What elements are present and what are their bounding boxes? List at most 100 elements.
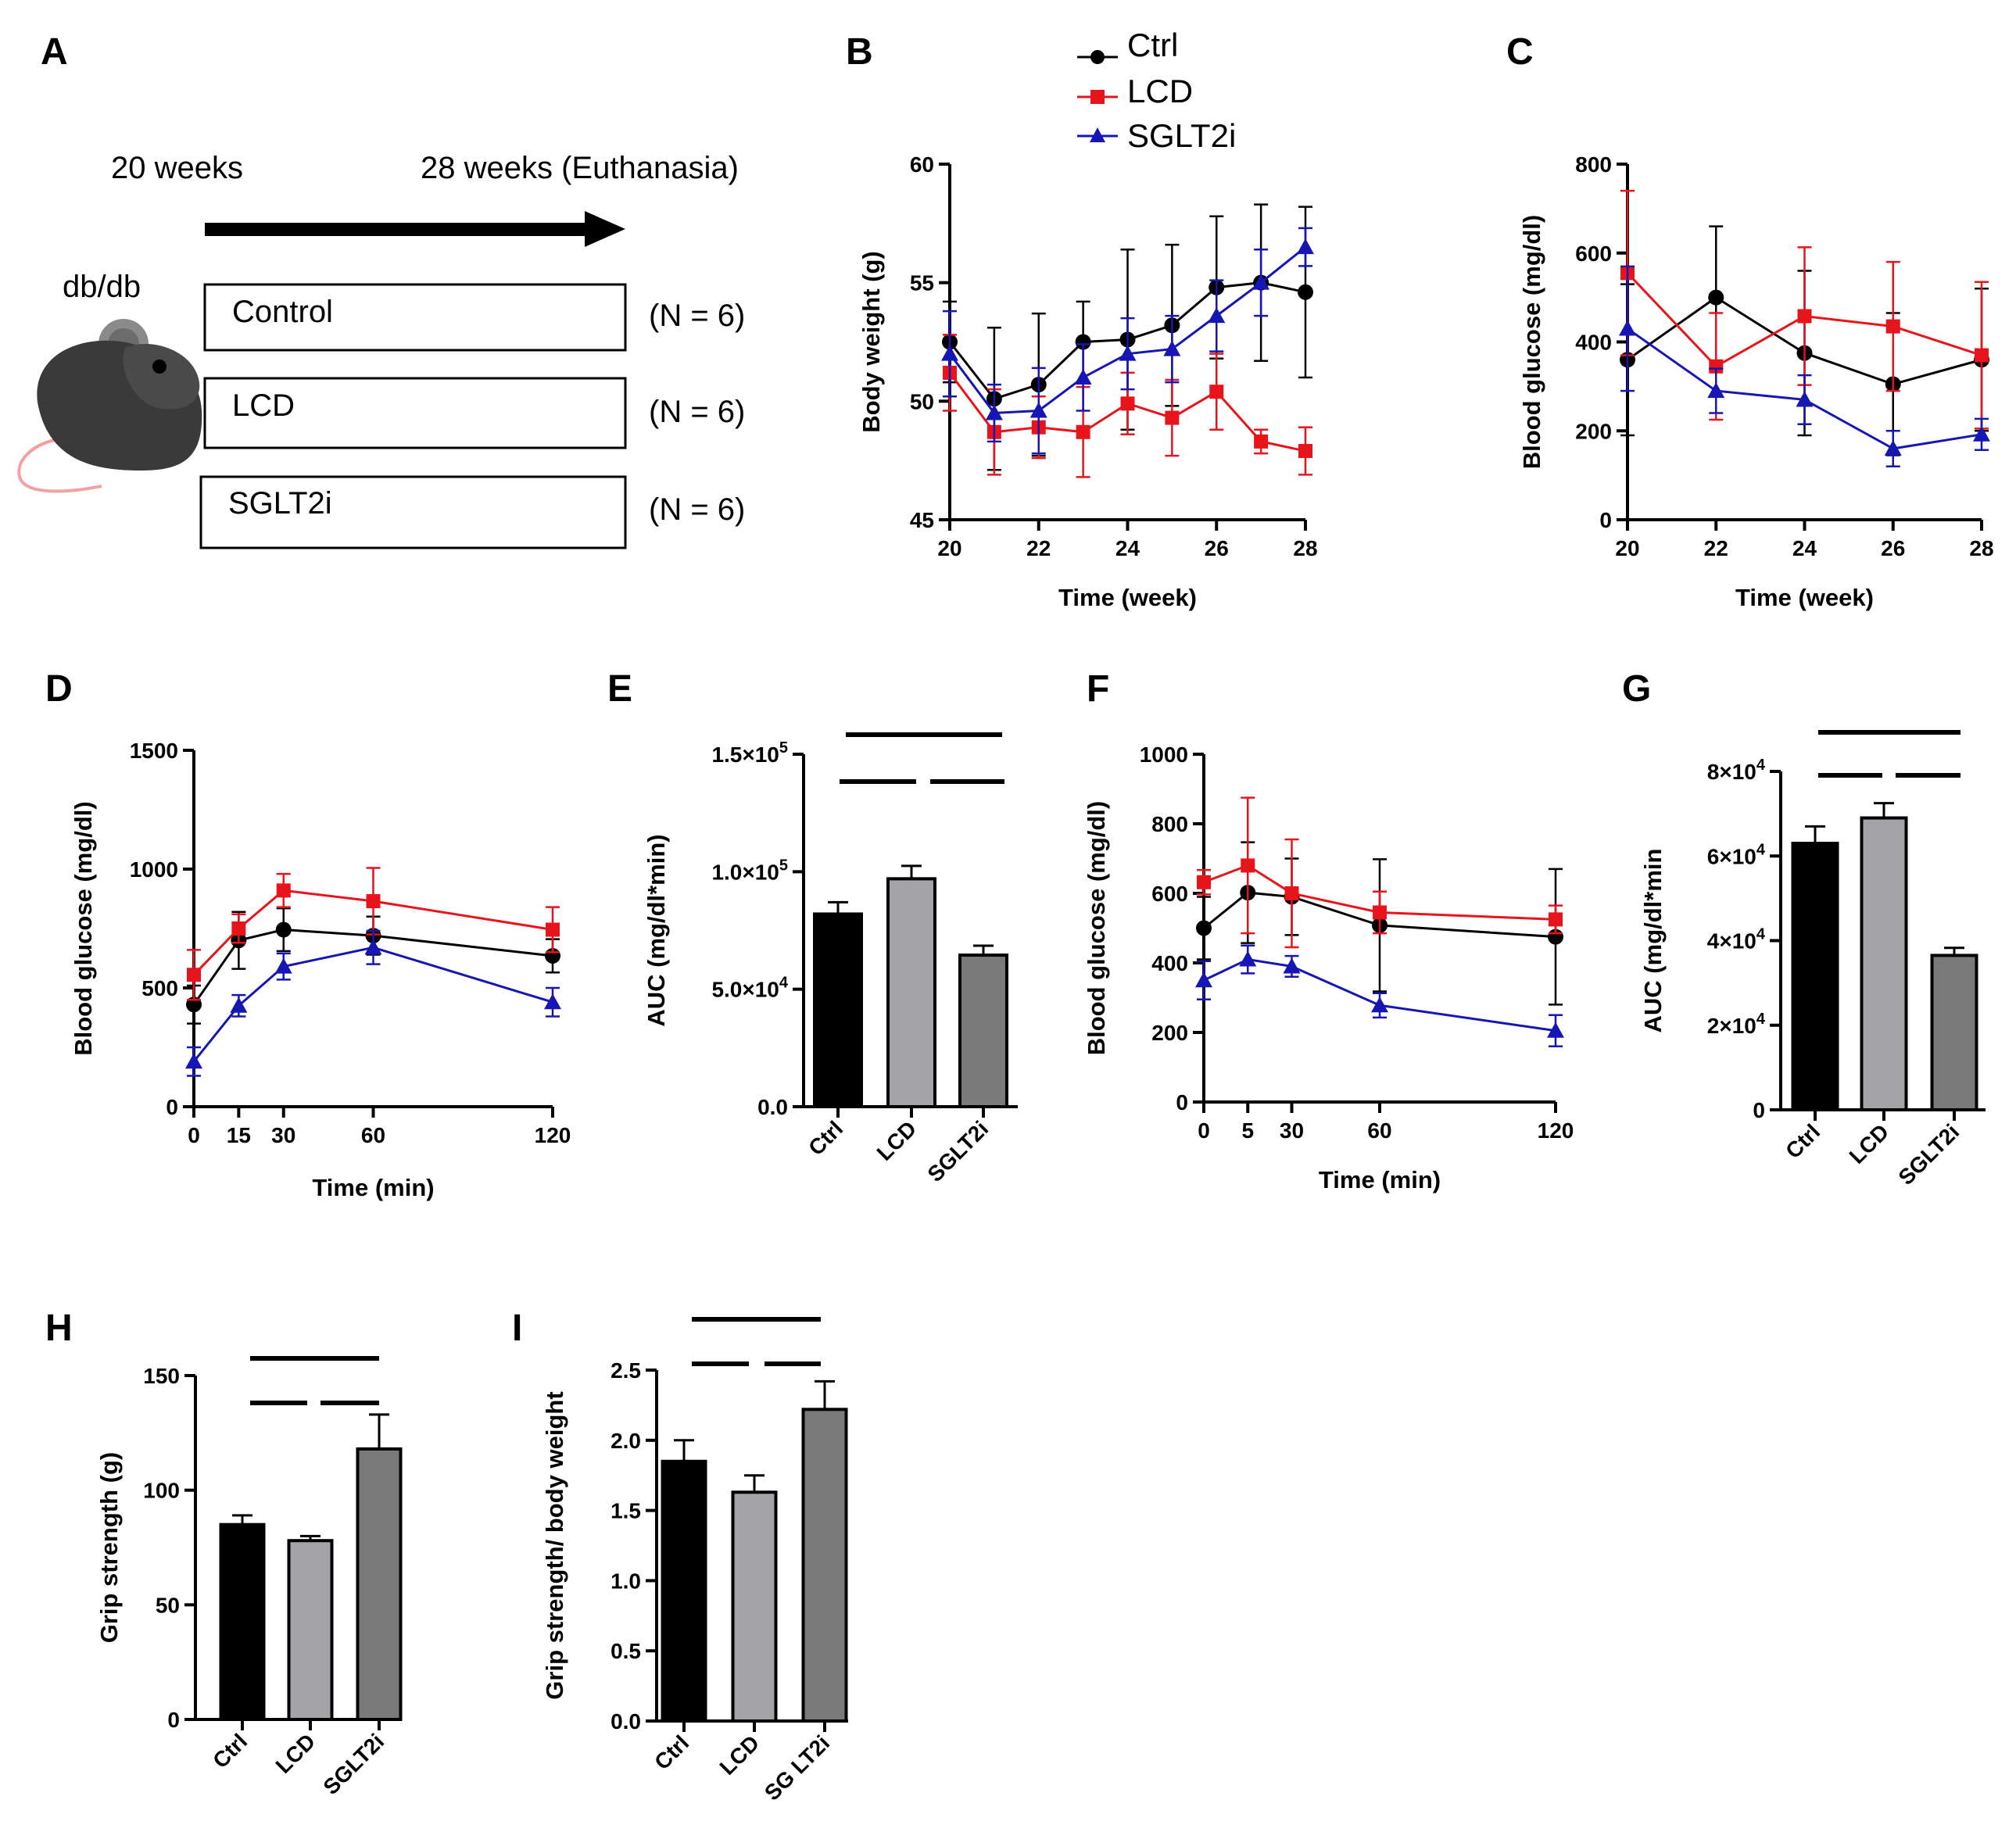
legend-marker-ctrl [1090, 50, 1105, 64]
data-point [1707, 382, 1725, 399]
y-tick-label: 1.0×105 [711, 857, 788, 884]
x-tick-label: 26 [1881, 536, 1905, 560]
panel-a-schema: 20 weeks 28 weeks (Euthanasia) db/db Con… [17, 151, 745, 549]
x-tick-label: 24 [1792, 536, 1817, 560]
y-tick-label: 50 [910, 389, 934, 413]
x-tick-label: 26 [1205, 536, 1229, 560]
x-tick-label: 28 [1969, 536, 1993, 560]
bar-ctrl [219, 1522, 266, 1721]
y-tick-label: 2.0 [611, 1429, 641, 1453]
data-point [1283, 957, 1301, 974]
y-axis-title: Grip strength/ body weight [541, 1391, 568, 1699]
data-point [1075, 334, 1091, 350]
x-tick-label: Ctrl [804, 1116, 847, 1160]
y-tick-label: 0 [166, 1095, 178, 1119]
y-axis-title: Blood glucose (mg/dl) [1083, 801, 1110, 1056]
series-sglt2i [1195, 944, 1564, 1048]
data-point [1973, 425, 1990, 442]
y-tick-label: 0 [1599, 508, 1612, 532]
data-point [1884, 440, 1902, 456]
panel-letter-h: H [45, 1308, 73, 1349]
chart-c: 20 22 24 26 28 0 200 400 600 800 Time (week) Blood … [1518, 152, 1994, 611]
x-tick-label: SGLT2i [922, 1116, 993, 1186]
data-point [1297, 238, 1314, 255]
x-tick-label: Ctrl [208, 1729, 252, 1773]
y-tick-label: 1500 [130, 739, 178, 763]
y-axis-title: Blood glucose (mg/dl) [1518, 215, 1545, 470]
data-point [1252, 274, 1270, 290]
data-point [1709, 359, 1724, 374]
x-tick-label: 22 [1704, 536, 1728, 560]
data-point [941, 345, 958, 361]
x-tick-label: 22 [1026, 536, 1051, 560]
legend-label-ctrl: Ctrl [1127, 27, 1178, 63]
data-point [1239, 950, 1257, 967]
group-name-sglt2i: SGLT2i [228, 486, 332, 521]
y-tick-label: 0 [1753, 1098, 1765, 1122]
y-tick-label: 6×104 [1707, 841, 1766, 868]
x-tick-label: 60 [361, 1123, 385, 1147]
data-point [544, 993, 561, 1010]
data-point [1120, 396, 1135, 411]
group-n-lcd: (N = 6) [649, 395, 745, 429]
x-axis-title: Time (min) [312, 1174, 434, 1201]
x-tick-label: 30 [271, 1123, 295, 1147]
group-n-sglt2i: (N = 6) [649, 492, 745, 527]
x-tick-label: 15 [227, 1123, 251, 1147]
chart-g: Ctrl LCD SGLT2i 0 2×104 4×104 6×104 8×104 AUC (m… [1639, 730, 1986, 1190]
data-point [1196, 920, 1212, 936]
bar-sglt2i [958, 954, 1008, 1108]
y-tick-label: 0 [1176, 1090, 1188, 1115]
legend-label-lcd: LCD [1127, 73, 1193, 109]
y-tick-label: 400 [1151, 951, 1188, 975]
series-lcd [1197, 796, 1563, 949]
x-tick-label: Ctrl [1781, 1119, 1824, 1163]
panel-letter-c: C [1506, 31, 1534, 73]
group-box-control [203, 283, 627, 352]
data-point [1547, 1022, 1564, 1038]
y-tick-label: 800 [1151, 812, 1188, 836]
panel-letter-i: I [512, 1308, 522, 1349]
panel-letter-e: E [607, 668, 632, 710]
x-tick-label: 28 [1293, 536, 1317, 560]
y-tick-label: 500 [141, 976, 178, 1000]
schema-end-label: 28 weeks (Euthanasia) [421, 151, 739, 185]
bar-ctrl [813, 912, 863, 1109]
x-tick-label: 0 [188, 1123, 200, 1147]
x-tick-label: 20 [937, 536, 961, 560]
data-point [1241, 858, 1255, 873]
x-tick-label: 5 [1241, 1118, 1254, 1143]
x-tick-label: 0 [1198, 1118, 1210, 1143]
data-point [364, 939, 382, 955]
data-point [1796, 391, 1814, 407]
y-tick-label: 1000 [130, 857, 178, 882]
y-tick-label: 45 [910, 508, 934, 532]
data-point [1209, 385, 1224, 399]
data-point [1195, 971, 1212, 988]
data-point [366, 894, 381, 909]
y-axis-title: Body weight (g) [858, 251, 885, 432]
chart-d: 0 15 30 60 120 0 500 1000 1500 Time (min) Blood gl… [70, 739, 571, 1201]
data-point [1208, 307, 1226, 324]
data-point [1797, 309, 1812, 324]
data-point [1076, 424, 1090, 439]
data-point [231, 921, 246, 936]
x-axis-title: Time (week) [1058, 584, 1197, 611]
y-axis-title: AUC (mg/dl*min [1639, 849, 1667, 1033]
bar-lcd [731, 1490, 778, 1723]
y-tick-label: 150 [143, 1364, 180, 1388]
mouse-strain-label: db/db [63, 270, 141, 304]
y-tick-label: 0.0 [757, 1095, 788, 1119]
panel-letter-f: F [1087, 668, 1109, 710]
data-point [1373, 905, 1387, 920]
data-point [985, 404, 1003, 420]
y-tick-label: 1000 [1140, 742, 1188, 767]
y-tick-label: 60 [910, 152, 934, 177]
legend: Ctrl LCD SGLT2i [1077, 27, 1236, 154]
schema-start-label: 20 weeks [111, 151, 243, 185]
y-tick-label: 400 [1575, 331, 1612, 355]
y-tick-label: 600 [1575, 242, 1612, 266]
